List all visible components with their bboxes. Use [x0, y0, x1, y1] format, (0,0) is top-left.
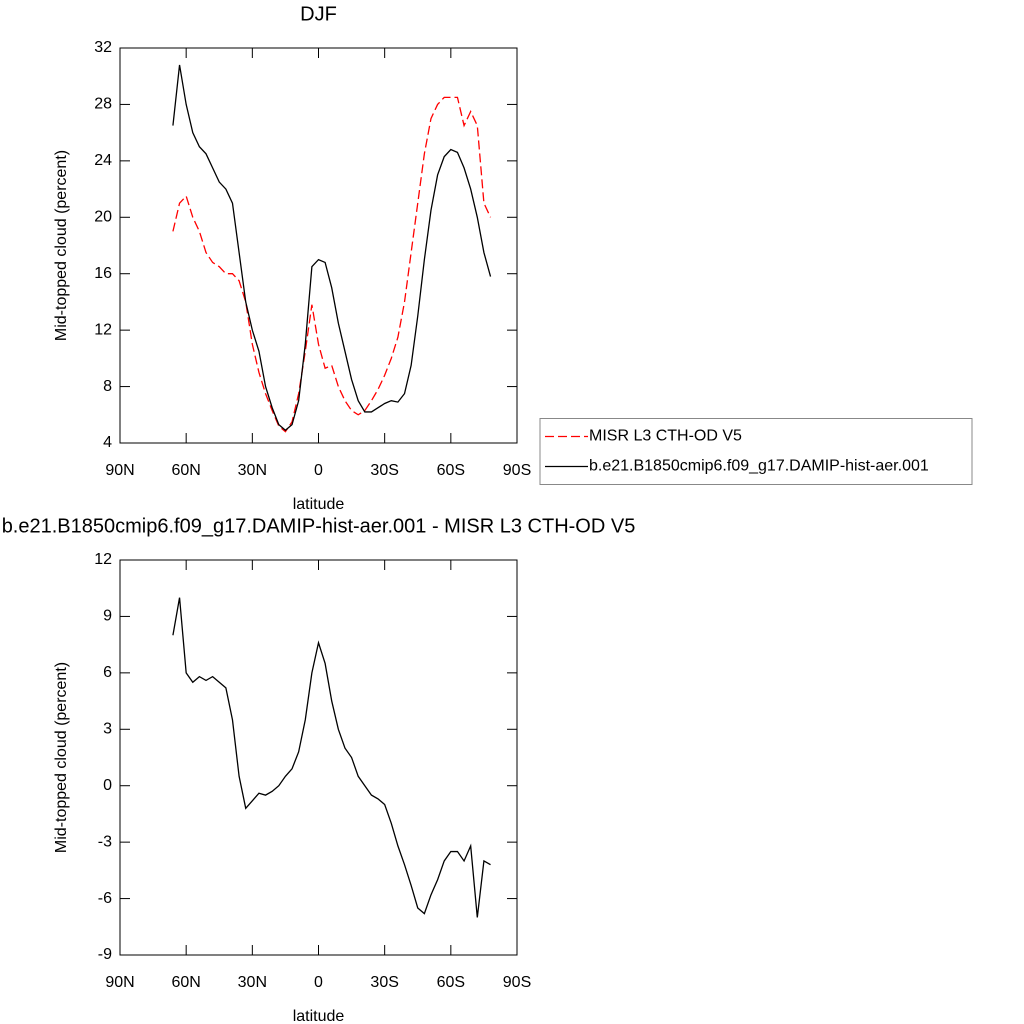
- x-tick-label: 30S: [370, 974, 398, 991]
- y-tick-label: 9: [103, 608, 112, 625]
- y-tick-label: 32: [94, 39, 112, 56]
- y-tick-label: 0: [103, 777, 112, 794]
- plot-frame: [119, 559, 518, 956]
- x-tick-label: 90N: [105, 974, 134, 991]
- chart-title: DJF: [300, 3, 337, 25]
- y-tick-label: 6: [103, 664, 112, 681]
- y-tick-label: 12: [94, 551, 112, 568]
- plot-frame: [119, 47, 518, 444]
- x-tick-label: 30N: [238, 462, 267, 479]
- y-tick-label: 20: [94, 209, 112, 226]
- x-tick-label: 60S: [437, 974, 465, 991]
- x-tick-label: 90S: [503, 974, 531, 991]
- y-tick-label: -3: [98, 833, 112, 850]
- chart-title: b.e21.B1850cmip6.f09_g17.DAMIP-hist-aer.…: [2, 515, 636, 537]
- y-tick-label: -9: [98, 946, 112, 963]
- x-tick-label: 0: [314, 462, 323, 479]
- x-tick-label: 0: [314, 974, 323, 991]
- y-tick-label: 28: [94, 96, 112, 113]
- legend-label: b.e21.B1850cmip6.f09_g17.DAMIP-hist-aer.…: [589, 458, 929, 475]
- x-tick-label: 60N: [171, 462, 200, 479]
- x-tick-label: 60N: [171, 974, 200, 991]
- y-tick-label: -6: [98, 890, 112, 907]
- y-axis-label: Mid-topped cloud (percent): [53, 150, 70, 341]
- data-line: [172, 96, 492, 433]
- y-tick-label: 8: [103, 378, 112, 395]
- y-tick-label: 12: [94, 321, 112, 338]
- y-tick-label: 16: [94, 265, 112, 282]
- data-line: [172, 597, 491, 918]
- data-line: [172, 64, 492, 432]
- x-axis-label: latitude: [293, 496, 345, 513]
- y-tick-label: 3: [103, 721, 112, 738]
- x-tick-label: 90N: [105, 462, 134, 479]
- x-tick-label: 60S: [437, 462, 465, 479]
- x-axis-label: latitude: [293, 1008, 345, 1024]
- y-tick-label: 4: [103, 434, 112, 451]
- legend-box: [539, 418, 973, 485]
- y-axis-label: Mid-topped cloud (percent): [53, 662, 70, 853]
- legend-label: MISR L3 CTH-OD V5: [589, 428, 742, 445]
- x-tick-label: 30N: [238, 974, 267, 991]
- x-tick-label: 90S: [503, 462, 531, 479]
- x-tick-label: 30S: [370, 462, 398, 479]
- y-tick-label: 24: [94, 152, 112, 169]
